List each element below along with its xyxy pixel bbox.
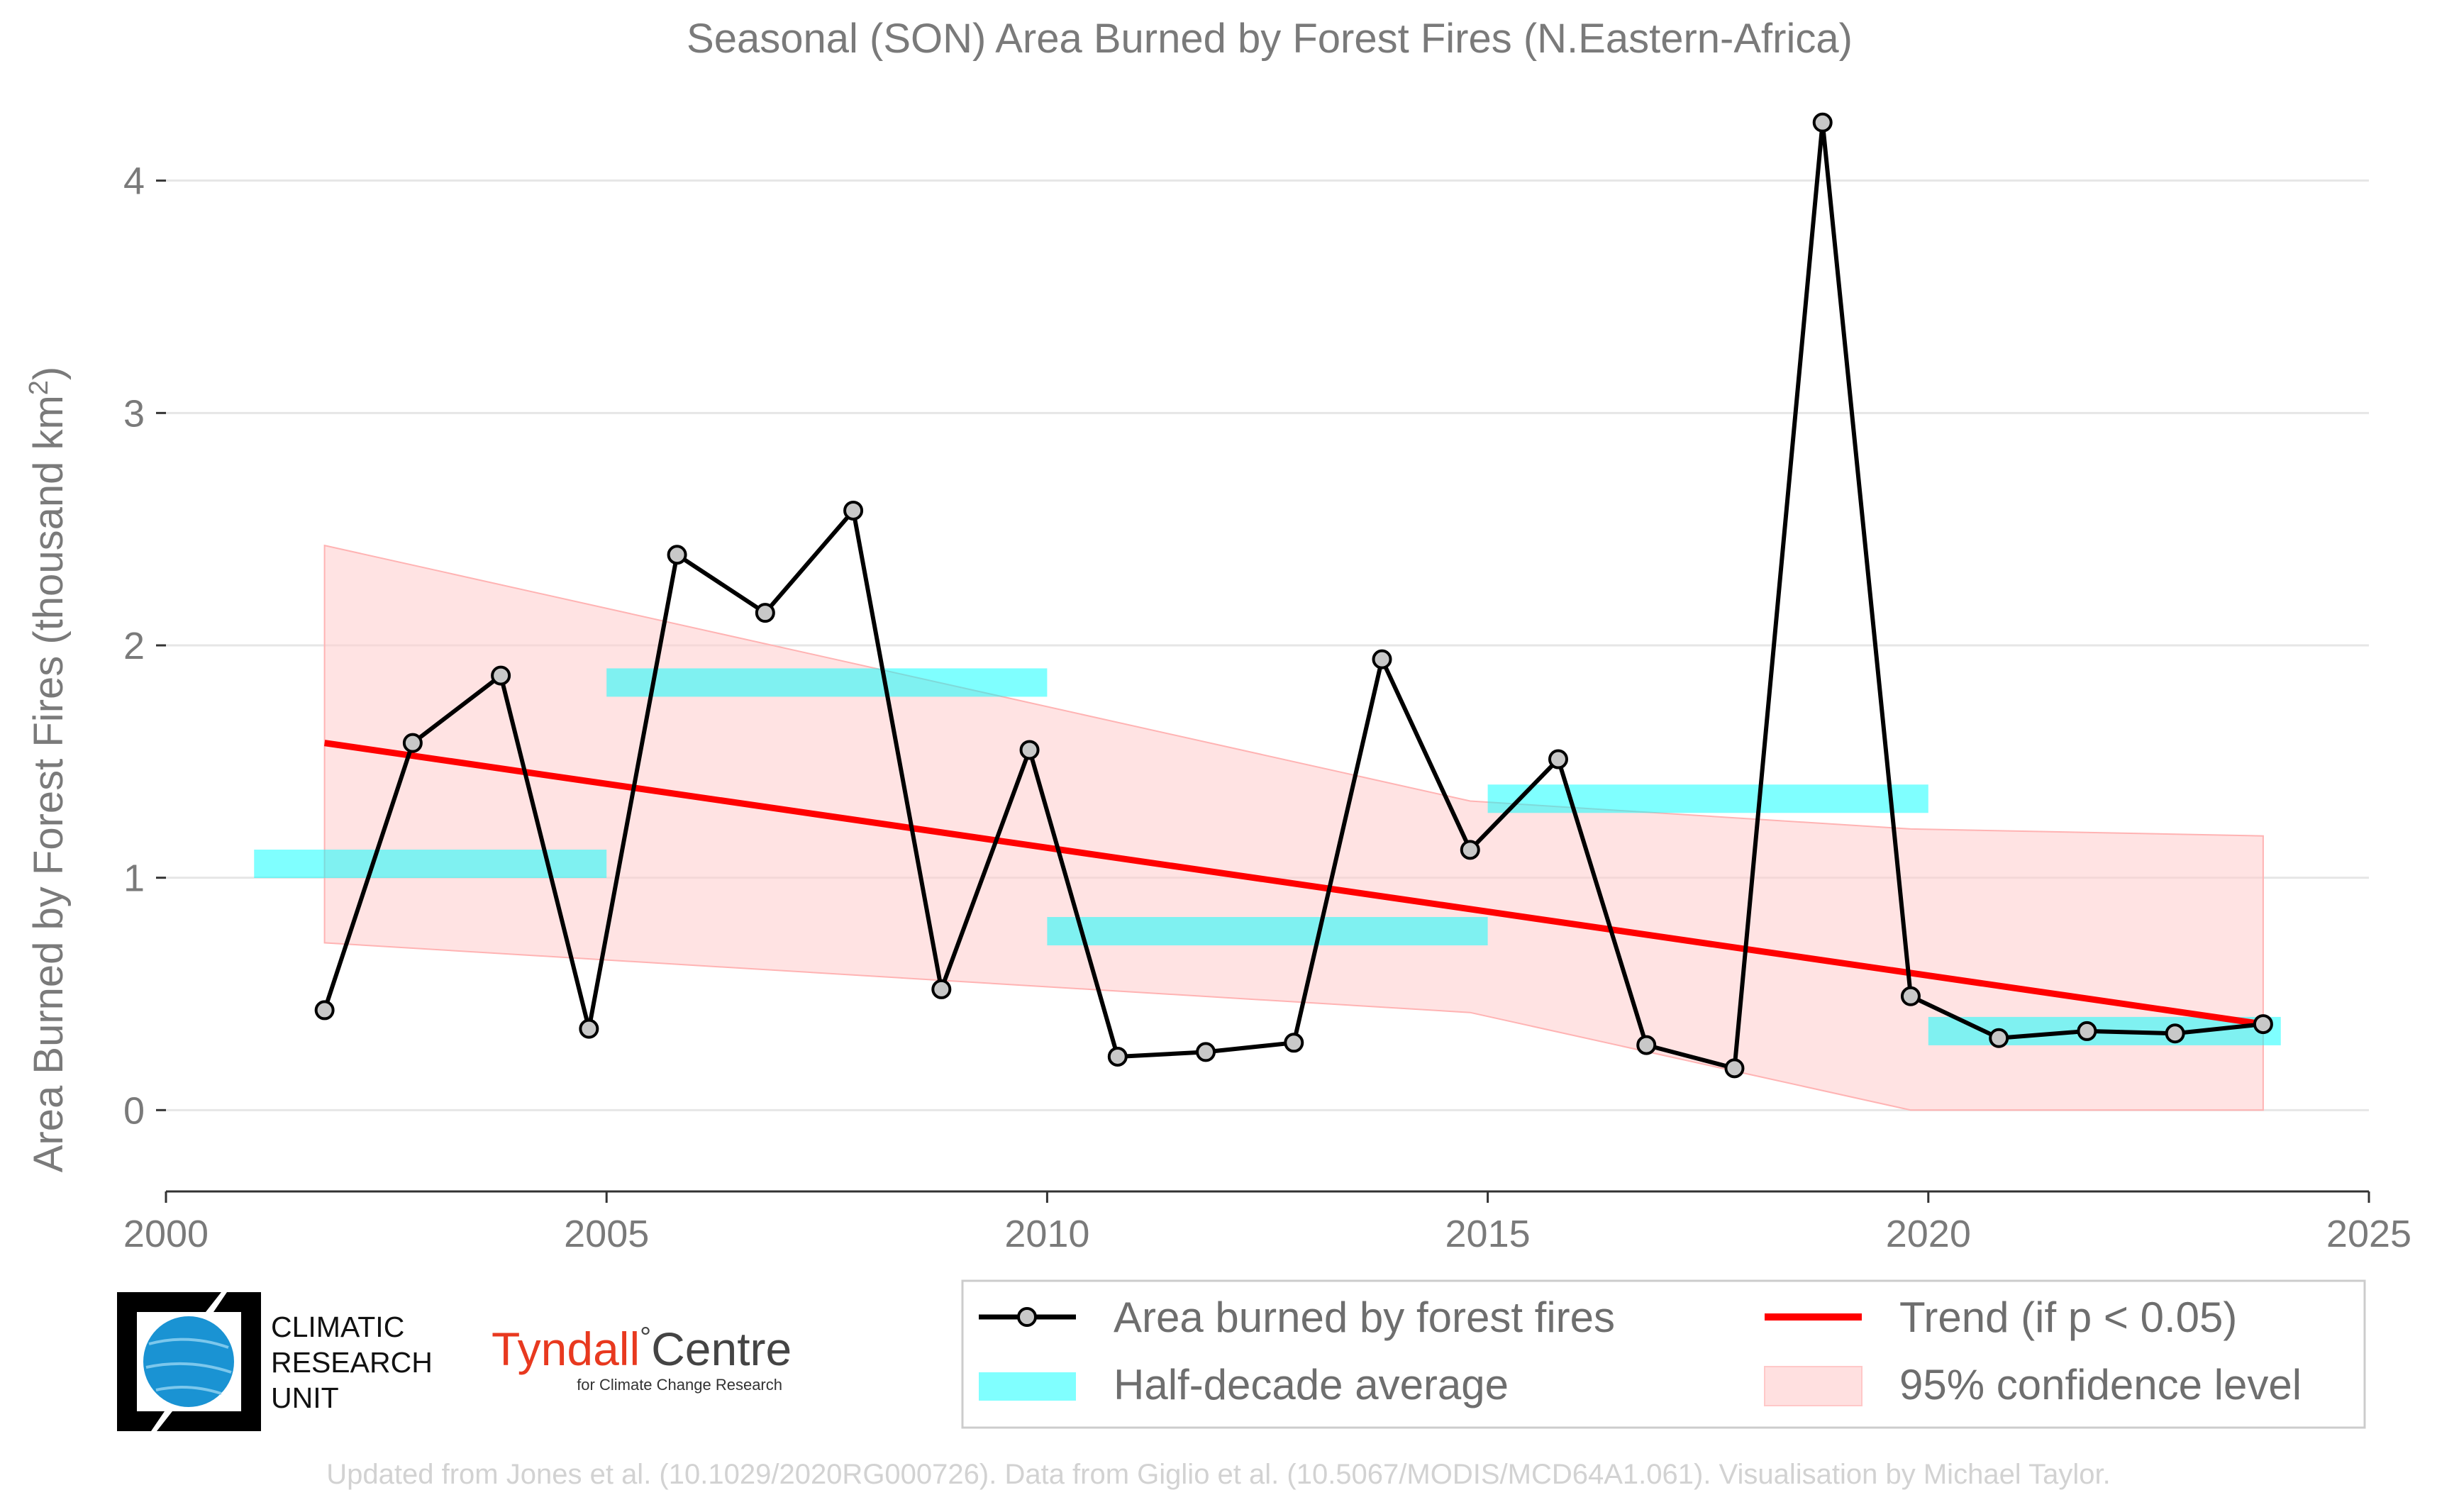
data-point-9 — [1107, 1046, 1128, 1067]
globe-lines-icon — [145, 1338, 232, 1395]
data-point-8 — [1019, 740, 1040, 760]
legend-avg-swatch — [979, 1372, 1076, 1401]
tyndall-name: Tyndall — [492, 1323, 640, 1375]
x-tick-label-2005: 2005 — [564, 1213, 649, 1255]
data-point-20 — [2077, 1021, 2097, 1041]
tyndall-logo: Tyndall°Centre for Climate Change Resear… — [492, 1322, 792, 1394]
data-point-22 — [2253, 1014, 2273, 1035]
half-decade-bar-3 — [1487, 784, 1928, 813]
data-point-1 — [402, 733, 423, 753]
data-point-21 — [2165, 1023, 2185, 1044]
x-tick-label-2025: 2025 — [2326, 1213, 2411, 1255]
x-tick-label-2015: 2015 — [1445, 1213, 1531, 1255]
data-point-17 — [1812, 112, 1833, 133]
legend-box — [961, 1279, 2366, 1429]
data-point-19 — [1989, 1028, 2009, 1048]
cru-text-line-2: RESEARCH — [271, 1346, 433, 1379]
tyndall-subtitle: for Climate Change Research — [577, 1376, 782, 1394]
cru-text-line-1: CLIMATIC — [271, 1311, 404, 1343]
data-point-3 — [579, 1018, 599, 1039]
data-point-10 — [1196, 1042, 1216, 1062]
x-tick-label-2000: 2000 — [123, 1213, 209, 1255]
y-axis-label-main: Area Burned by Forest Fires (thousand km — [26, 395, 72, 1172]
series-layer — [314, 112, 2273, 1079]
y-tick-label-2: 2 — [123, 625, 145, 667]
legend-series-label: Area burned by forest fires — [1114, 1294, 1615, 1341]
half-decade-bar-2 — [1047, 917, 1488, 946]
legend-trend-label: Trend (if p < 0.05) — [1899, 1294, 2237, 1341]
legend-band-swatch — [1764, 1366, 1863, 1406]
cru-logo-frame-left — [117, 1292, 221, 1431]
trend-layer — [323, 740, 2264, 1028]
legend-series-marker — [1017, 1307, 1037, 1327]
y-tick-label-4: 4 — [123, 160, 145, 203]
data-point-12 — [1372, 649, 1392, 669]
y-tick-label-3: 3 — [123, 392, 145, 435]
data-point-16 — [1724, 1058, 1745, 1079]
cru-text-line-3: UNIT — [271, 1382, 339, 1414]
trend-line — [323, 740, 2264, 1028]
legend-band-label: 95% confidence level — [1899, 1361, 2302, 1408]
data-point-2 — [491, 665, 511, 686]
cru-logo-frame-right — [157, 1292, 261, 1431]
data-point-14 — [1548, 749, 1568, 769]
data-point-18 — [1900, 986, 1921, 1006]
data-point-6 — [843, 500, 864, 521]
chart-title: Seasonal (SON) Area Burned by Forest Fir… — [687, 16, 1853, 62]
data-point-13 — [1460, 840, 1480, 860]
cru-logo: CLIMATIC RESEARCH UNIT — [117, 1292, 433, 1431]
x-tick-label-2020: 2020 — [1886, 1213, 1971, 1255]
tyndall-wordmark: Tyndall°Centre — [492, 1322, 792, 1375]
legend-avg-label: Half-decade average — [1114, 1361, 1509, 1408]
tyndall-degree: ° — [640, 1322, 651, 1353]
half-decade-layer — [254, 668, 2281, 1045]
y-tick-label-1: 1 — [123, 857, 145, 900]
data-point-5 — [755, 603, 775, 623]
data-point-4 — [667, 545, 687, 565]
axes: 0 1 2 3 4 2000 2005 2010 2015 2020 2025 — [123, 160, 2411, 1255]
half-decade-bar-1 — [606, 668, 1048, 697]
y-axis-label-sup: 2 — [24, 380, 54, 395]
footer-credit: Updated from Jones et al. (10.1029/2020R… — [326, 1459, 2110, 1490]
half-decade-bar-0 — [254, 850, 607, 878]
legend: Area burned by forest fires Trend (if p … — [961, 1279, 2366, 1429]
data-point-11 — [1284, 1033, 1304, 1053]
data-point-7 — [931, 979, 952, 999]
y-tick-label-0: 0 — [123, 1089, 145, 1132]
y-axis-label: Area Burned by Forest Fires (thousand km… — [24, 367, 72, 1173]
x-tick-label-2010: 2010 — [1004, 1213, 1089, 1255]
data-point-0 — [314, 1000, 335, 1021]
y-axis-label-close: ) — [26, 367, 72, 380]
globe-icon — [143, 1316, 234, 1407]
data-point-15 — [1636, 1035, 1657, 1055]
tyndall-centre: Centre — [651, 1323, 792, 1375]
